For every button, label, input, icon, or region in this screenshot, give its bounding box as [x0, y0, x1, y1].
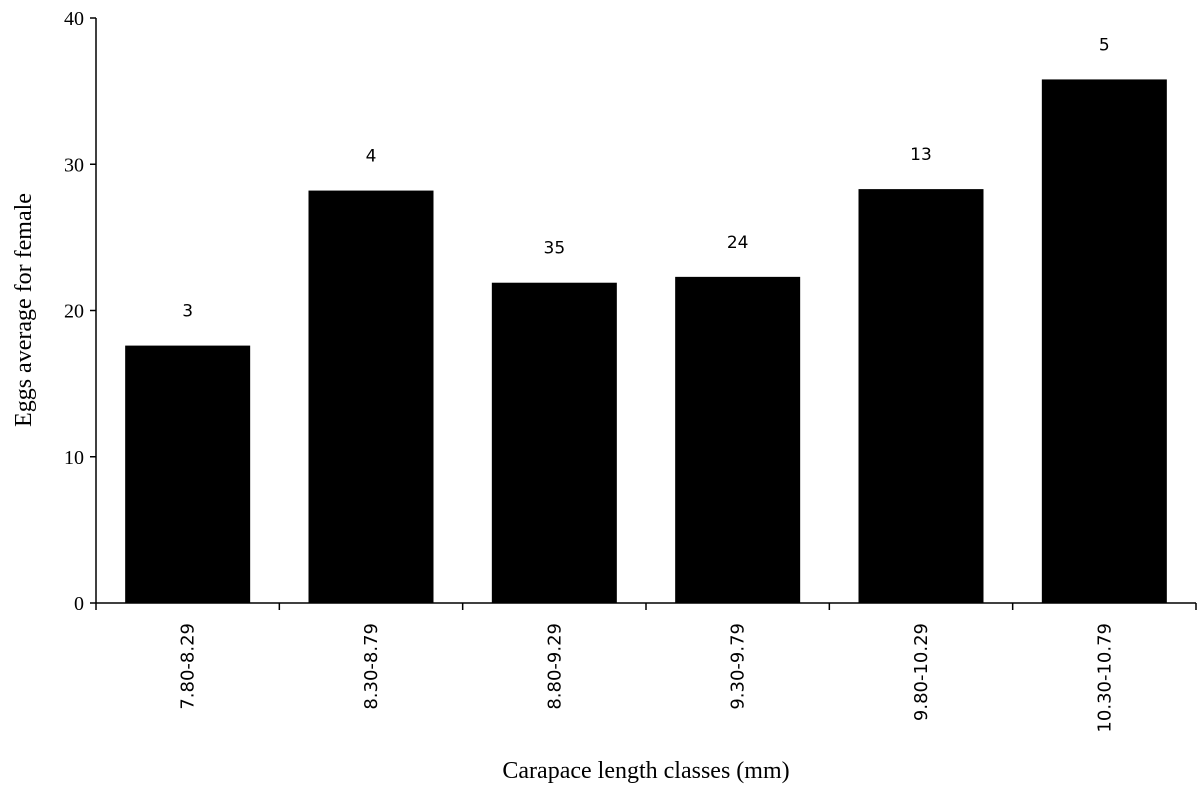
axes [95, 18, 1196, 604]
y-axis-title: Eggs average for female [11, 193, 37, 427]
bar [125, 345, 251, 603]
y-ticks: 0 10 20 30 40 [64, 8, 96, 615]
category-label: 8.30-8.79 [361, 623, 382, 710]
data-label: 4 [366, 147, 377, 167]
y-tick-label: 0 [74, 593, 84, 615]
data-label: 3 [182, 302, 193, 322]
category-label: 8.80-9.29 [544, 623, 565, 710]
category-label: 9.80-10.29 [911, 623, 932, 721]
bars [125, 79, 1167, 604]
y-tick-label: 30 [64, 154, 84, 176]
category-label: 10.30-10.79 [1094, 623, 1115, 733]
y-tick-label: 40 [64, 8, 84, 30]
bar [675, 276, 801, 603]
data-label: 5 [1099, 35, 1110, 55]
bar [1041, 79, 1167, 604]
category-labels: 7.80-8.29 8.30-8.79 8.80-9.29 9.30-9.79 9.80… [178, 623, 1116, 733]
data-label: 13 [910, 145, 932, 165]
data-labels: 3 4 35 24 13 5 [182, 35, 1109, 321]
y-tick-label: 20 [64, 301, 84, 323]
category-label: 7.80-8.29 [178, 623, 199, 710]
data-label: 35 [544, 239, 566, 259]
bar [858, 189, 984, 604]
bar [491, 282, 617, 603]
bar [308, 190, 434, 603]
y-tick-label: 10 [64, 447, 84, 469]
x-ticks [95, 603, 1197, 610]
data-label: 24 [727, 233, 749, 253]
x-axis-title: Carapace length classes (mm) [502, 758, 789, 784]
category-label: 9.30-9.79 [728, 623, 749, 710]
